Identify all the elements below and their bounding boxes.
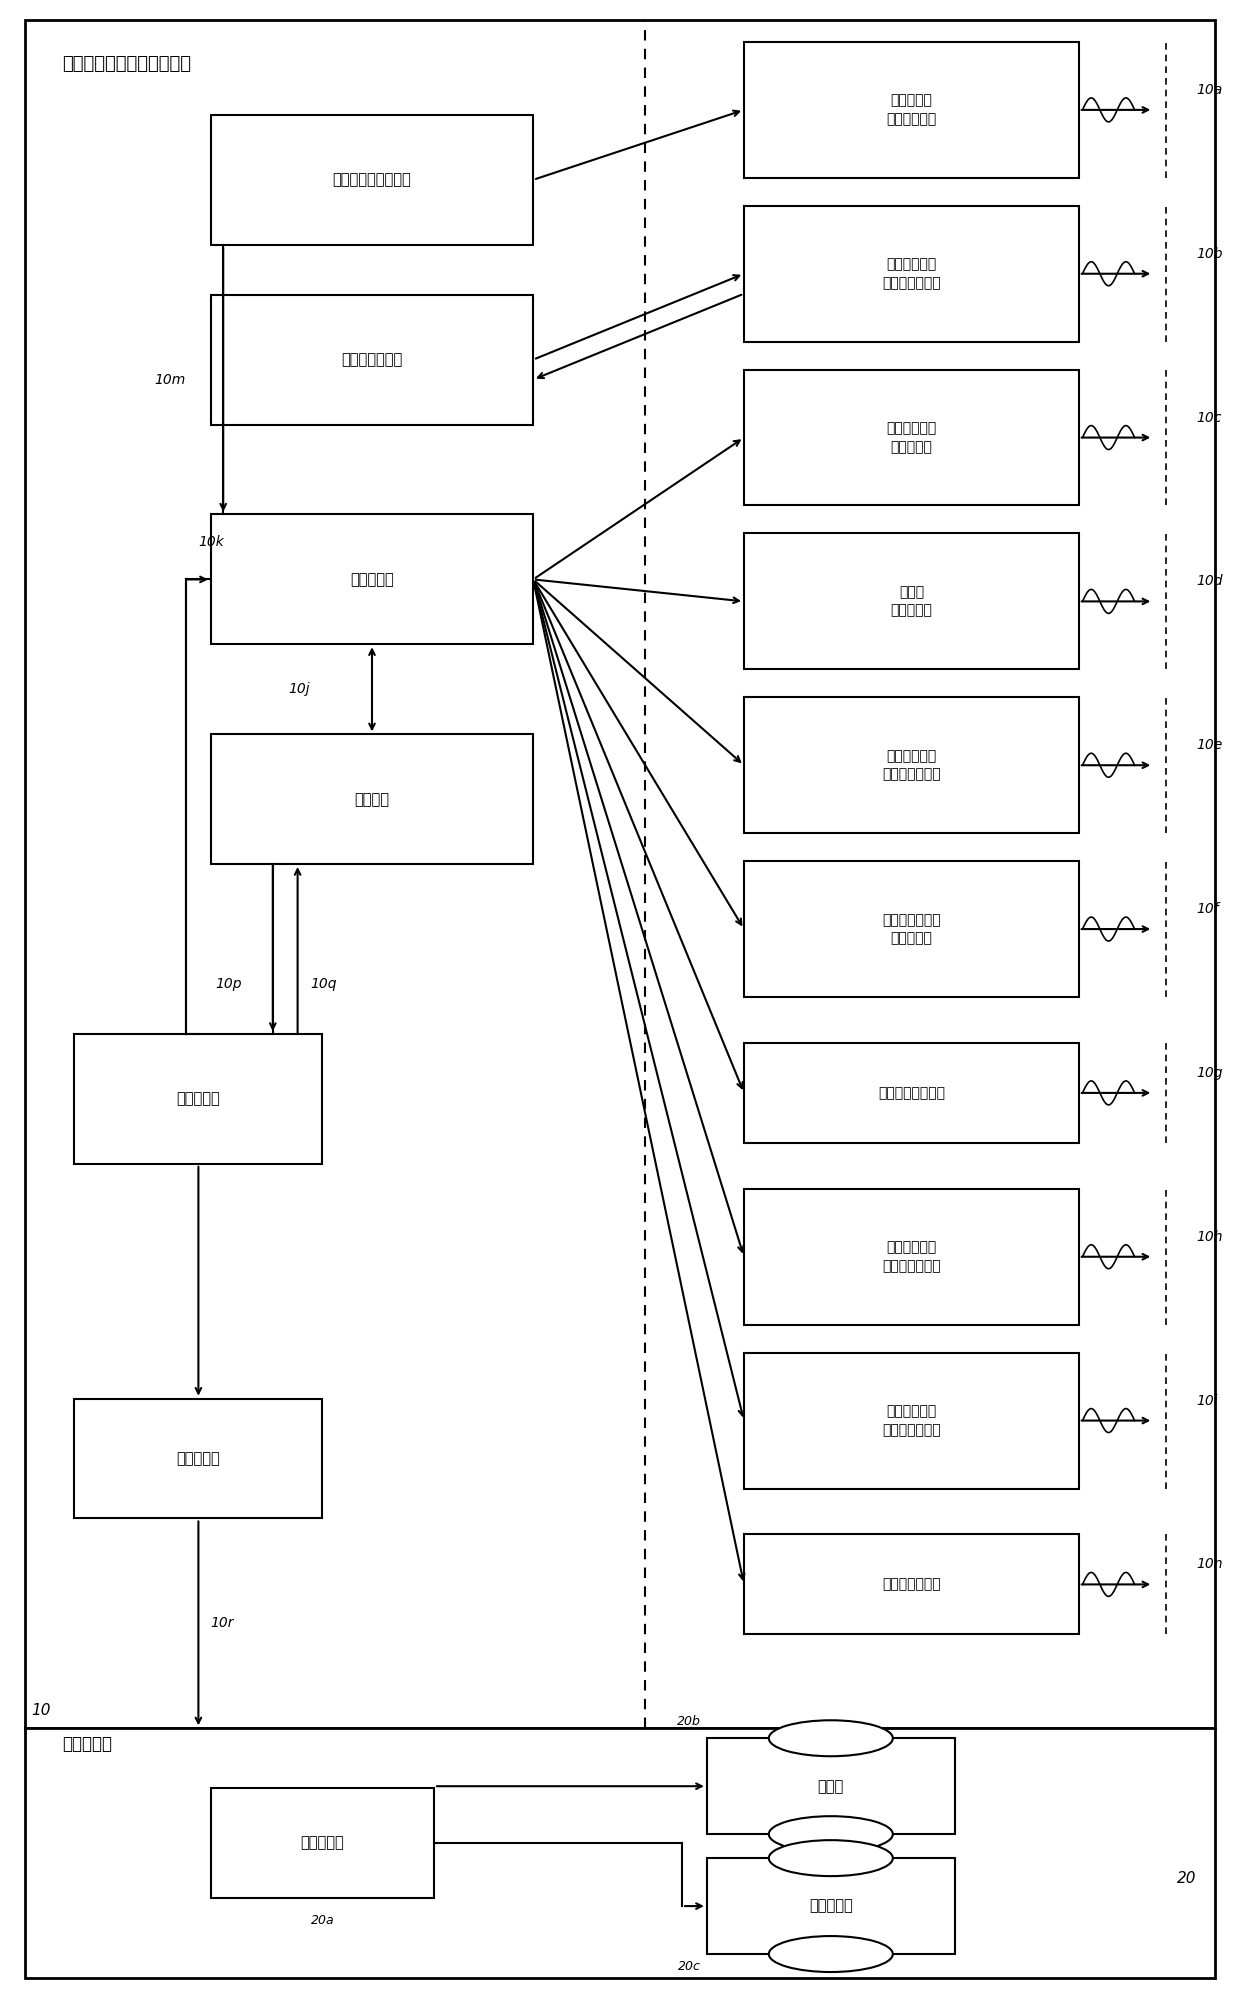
FancyBboxPatch shape — [211, 733, 533, 863]
Text: 装配器
设备驱动器: 装配器 设备驱动器 — [890, 585, 932, 617]
FancyBboxPatch shape — [707, 1858, 955, 1954]
Text: 焊膏印刷检查
装置设备驱动器: 焊膏印刷检查 装置设备驱动器 — [882, 258, 941, 290]
FancyBboxPatch shape — [211, 1788, 434, 1898]
Ellipse shape — [769, 1816, 893, 1852]
FancyBboxPatch shape — [74, 1035, 322, 1163]
FancyBboxPatch shape — [744, 697, 1079, 833]
Text: 程序运行器: 程序运行器 — [350, 571, 394, 587]
Text: 20: 20 — [1177, 1870, 1197, 1886]
Text: 10a: 10a — [1197, 82, 1223, 98]
FancyBboxPatch shape — [744, 1189, 1079, 1325]
FancyBboxPatch shape — [744, 533, 1079, 669]
Text: 客户数据库: 客户数据库 — [808, 1898, 853, 1914]
Text: 回流焊料检查
装置设备驱动器: 回流焊料检查 装置设备驱动器 — [882, 1405, 941, 1437]
Text: 远程客户机: 远程客户机 — [176, 1451, 221, 1467]
Text: 回流炉设备驱动器: 回流炉设备驱动器 — [878, 1085, 945, 1101]
Text: 10j: 10j — [289, 681, 310, 697]
FancyBboxPatch shape — [707, 1738, 955, 1834]
Text: 10f: 10f — [1197, 901, 1219, 917]
FancyBboxPatch shape — [744, 42, 1079, 178]
Text: 焊料涂敷高度
设备驱动器: 焊料涂敷高度 设备驱动器 — [887, 422, 936, 454]
FancyBboxPatch shape — [211, 515, 533, 643]
Text: 10h: 10h — [1197, 1229, 1223, 1245]
Text: 10n: 10n — [1197, 1556, 1223, 1572]
Text: 10k: 10k — [198, 535, 224, 549]
Text: 应用服务器: 应用服务器 — [62, 1734, 112, 1754]
Text: 炉内温度计测
装置设备驱动器: 炉内温度计测 装置设备驱动器 — [882, 1241, 941, 1273]
Ellipse shape — [769, 1840, 893, 1876]
Text: 10q: 10q — [310, 977, 336, 991]
Text: 焊膏印刷装
置设备驱动器: 焊膏印刷装 置设备驱动器 — [887, 94, 936, 126]
Text: 结构管理部: 结构管理部 — [176, 1091, 221, 1107]
Text: 10r: 10r — [211, 1616, 234, 1630]
FancyBboxPatch shape — [744, 206, 1079, 342]
Text: 20b: 20b — [677, 1714, 701, 1728]
Text: 装置结构检测部: 装置结构检测部 — [882, 1576, 941, 1592]
Text: 20c: 20c — [678, 1960, 701, 1974]
FancyBboxPatch shape — [744, 1043, 1079, 1143]
Text: 计测数据存储部: 计测数据存储部 — [341, 352, 403, 368]
Text: 远程服务器: 远程服务器 — [300, 1836, 345, 1850]
Ellipse shape — [769, 1936, 893, 1972]
Ellipse shape — [769, 1720, 893, 1756]
FancyBboxPatch shape — [25, 20, 1215, 1728]
Text: 10b: 10b — [1197, 246, 1223, 262]
Text: 10e: 10e — [1197, 737, 1223, 753]
FancyBboxPatch shape — [74, 1399, 322, 1518]
Text: 10m: 10m — [155, 372, 186, 388]
Text: 10c: 10c — [1197, 410, 1221, 426]
FancyBboxPatch shape — [744, 370, 1079, 505]
Text: 基板安装生产线汇总计算机: 基板安装生产线汇总计算机 — [62, 54, 191, 74]
Text: 10p: 10p — [216, 977, 242, 991]
Text: 20a: 20a — [310, 1914, 335, 1928]
FancyBboxPatch shape — [744, 1534, 1079, 1634]
FancyBboxPatch shape — [25, 1728, 1215, 1978]
Text: 安装不良因素判定部: 安装不良因素判定部 — [332, 172, 412, 188]
FancyBboxPatch shape — [744, 1353, 1079, 1489]
Text: 10g: 10g — [1197, 1065, 1223, 1081]
Text: 已装部件检查
装置设备驱动器: 已装部件检查 装置设备驱动器 — [882, 749, 941, 781]
Text: 10d: 10d — [1197, 573, 1223, 589]
FancyBboxPatch shape — [744, 861, 1079, 997]
Text: 10: 10 — [31, 1702, 51, 1718]
Text: 程序集: 程序集 — [817, 1778, 844, 1794]
Text: 10i: 10i — [1197, 1393, 1218, 1409]
FancyBboxPatch shape — [211, 114, 533, 244]
Text: 服务配置: 服务配置 — [355, 791, 389, 807]
FancyBboxPatch shape — [211, 294, 533, 426]
Text: 部件偏移传感器
设备驱动器: 部件偏移传感器 设备驱动器 — [882, 913, 941, 945]
